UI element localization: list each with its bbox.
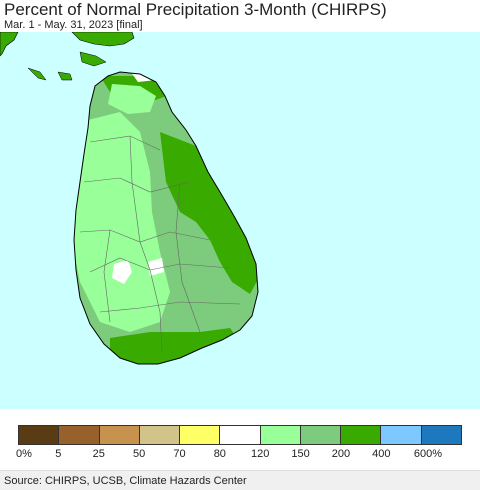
legend-label: 120 — [250, 448, 270, 460]
legend-swatch — [19, 426, 60, 444]
legend-label: 25 — [92, 448, 105, 460]
district-boundaries — [79, 135, 241, 353]
legend-label: 5 — [55, 448, 62, 460]
legend-swatch — [381, 426, 422, 444]
legend-swatch — [260, 426, 301, 444]
legend-swatch — [220, 426, 261, 444]
coastline — [73, 71, 259, 365]
legend-swatch — [300, 426, 342, 444]
legend-swatch — [421, 426, 461, 444]
legend-label: 70 — [173, 448, 186, 460]
legend-swatch — [180, 426, 221, 444]
ocean — [0, 32, 480, 409]
legend-label: 200 — [331, 448, 351, 460]
islet — [57, 71, 73, 81]
legend-label: 80 — [213, 448, 226, 460]
legend-label: 50 — [132, 448, 146, 460]
islet — [79, 51, 107, 67]
mainland-coast — [0, 32, 19, 57]
source-bar: Source: CHIRPS, UCSB, Climate Hazards Ce… — [0, 470, 480, 490]
region-80-120 — [148, 258, 164, 276]
legend-swatch — [341, 426, 382, 444]
color-legend — [18, 425, 462, 445]
legend-label: 400 — [372, 448, 391, 460]
legend-label: 600% — [413, 448, 443, 460]
legend-label: 150 — [291, 448, 310, 460]
legend-labels: 0% 5 25 50 70 80 120 150 200 400 600% — [0, 448, 480, 462]
map-title: Percent of Normal Precipitation 3-Month … — [4, 0, 387, 19]
region-120-150 — [74, 112, 170, 332]
legend-swatch — [59, 426, 100, 444]
legend-label: 0% — [16, 448, 32, 460]
islet — [27, 67, 47, 81]
mainland-coast — [71, 32, 135, 47]
region-120-150 — [108, 84, 156, 114]
region-200-400 — [160, 132, 258, 294]
legend-swatch — [139, 426, 181, 444]
region-80-120 — [112, 260, 132, 284]
region-200-400 — [110, 328, 240, 364]
map-subtitle: Mar. 1 - May. 31, 2023 [final] — [4, 19, 143, 31]
precipitation-map — [0, 32, 480, 409]
source-text: Source: CHIRPS, UCSB, Climate Hazards Ce… — [4, 475, 247, 487]
legend-swatch — [99, 426, 140, 444]
